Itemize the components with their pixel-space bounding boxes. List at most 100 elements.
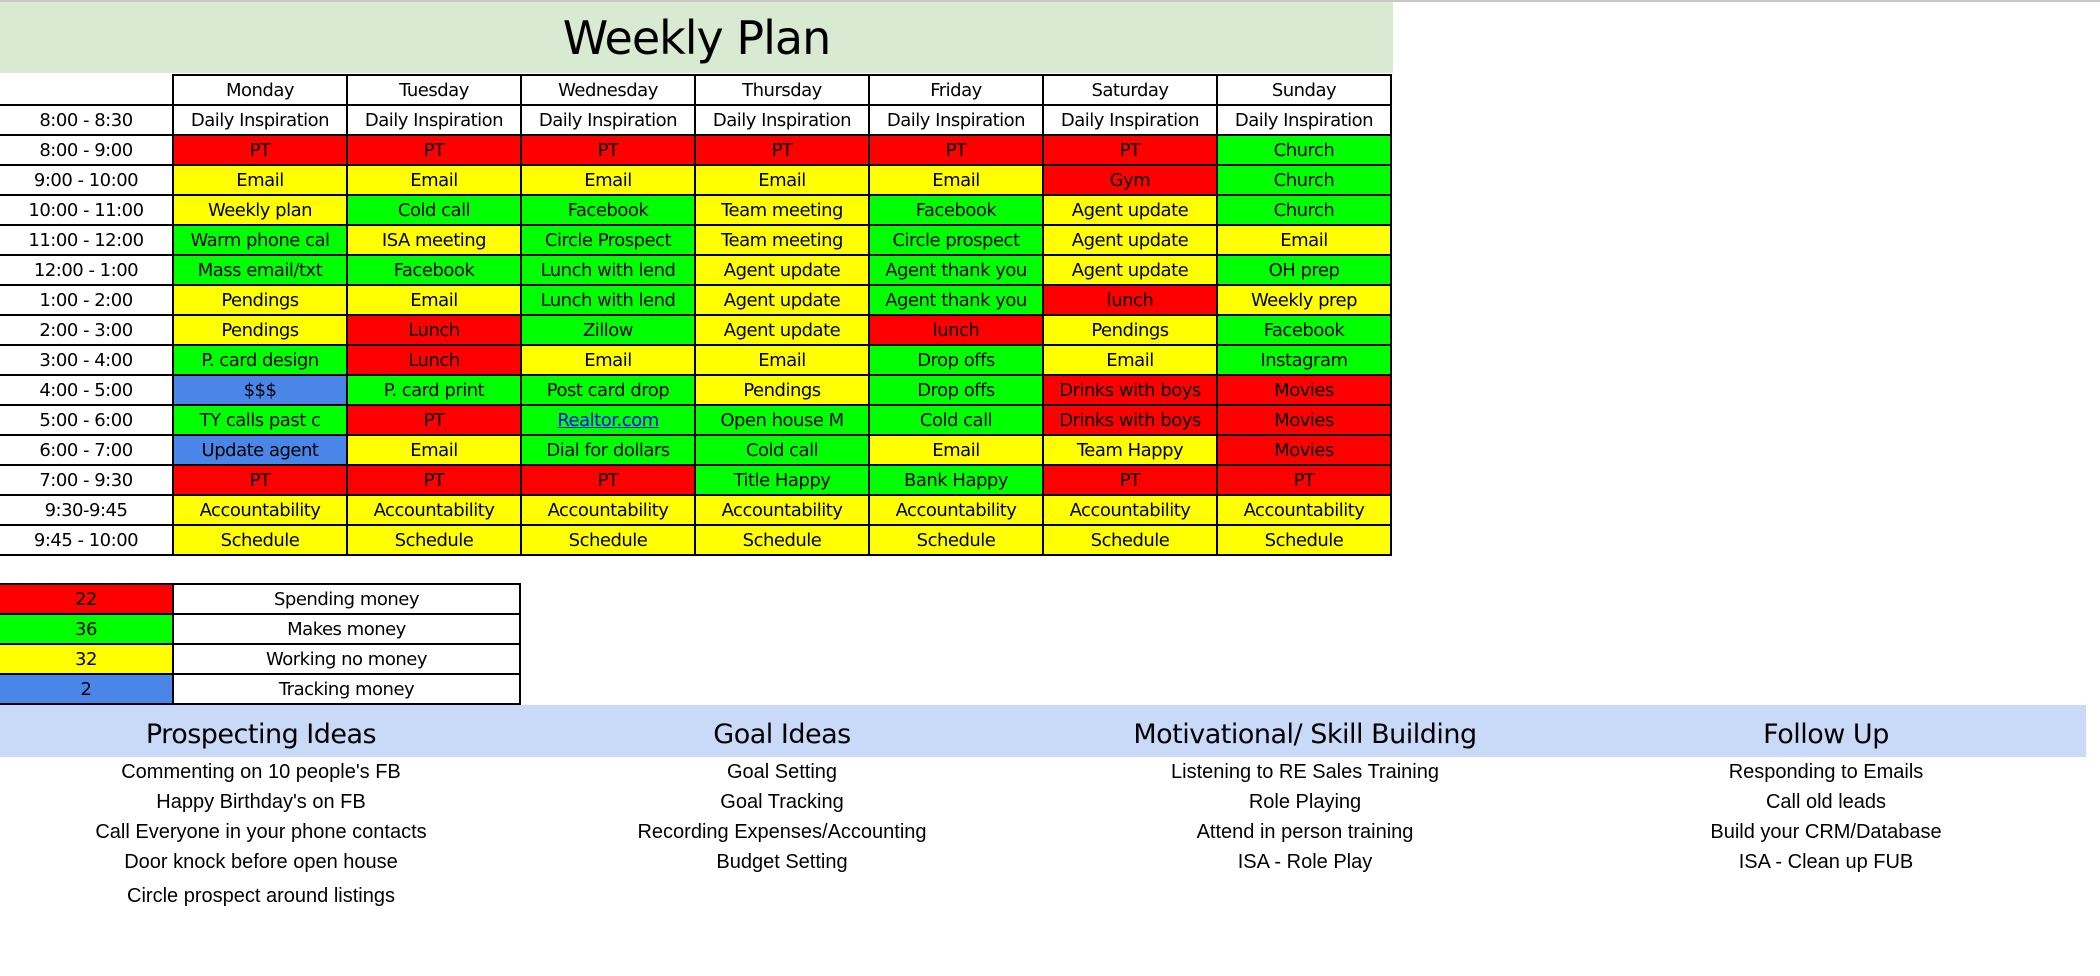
schedule-cell[interactable]: Lunch [346, 344, 522, 376]
schedule-cell[interactable]: Email [1042, 344, 1218, 376]
schedule-cell[interactable]: Drop offs [868, 374, 1044, 406]
schedule-cell[interactable]: Drinks with boys [1042, 404, 1218, 436]
schedule-cell[interactable]: Team meeting [694, 194, 870, 226]
schedule-cell[interactable]: Accountability [1042, 494, 1218, 526]
schedule-cell[interactable]: lunch [868, 314, 1044, 346]
schedule-cell[interactable]: Schedule [520, 524, 696, 556]
time-slot-cell[interactable]: 11:00 - 12:00 [0, 224, 174, 256]
idea-item[interactable]: Goal Tracking [720, 791, 844, 813]
schedule-cell[interactable]: Drop offs [868, 344, 1044, 376]
schedule-cell[interactable]: Email [520, 164, 696, 196]
schedule-cell[interactable]: Zillow [520, 314, 696, 346]
time-slot-cell[interactable]: 3:00 - 4:00 [0, 344, 174, 376]
idea-item[interactable]: Happy Birthday's on FB [156, 791, 366, 813]
schedule-cell[interactable]: Circle Prospect [520, 224, 696, 256]
schedule-cell[interactable]: Daily Inspiration [1216, 104, 1392, 136]
time-slot-cell[interactable]: 2:00 - 3:00 [0, 314, 174, 346]
schedule-cell[interactable]: Agent update [1042, 224, 1218, 256]
schedule-cell[interactable]: Email [868, 434, 1044, 466]
schedule-cell[interactable]: Schedule [1216, 524, 1392, 556]
corner-cell[interactable] [0, 75, 174, 106]
idea-item[interactable]: Budget Setting [716, 851, 848, 873]
schedule-cell[interactable]: $$$ [172, 374, 348, 406]
schedule-cell[interactable]: Open house M [694, 404, 870, 436]
schedule-cell[interactable]: PT [346, 464, 522, 496]
schedule-cell[interactable]: Email [694, 164, 870, 196]
schedule-cell[interactable]: Cold call [346, 194, 522, 226]
schedule-cell[interactable]: OH prep [1216, 254, 1392, 286]
schedule-cell[interactable]: Drinks with boys [1042, 374, 1218, 406]
schedule-cell[interactable]: PT [520, 134, 696, 166]
legend-count[interactable]: 22 [0, 583, 174, 615]
schedule-cell[interactable]: Email [868, 164, 1044, 196]
schedule-cell[interactable]: Daily Inspiration [868, 104, 1044, 136]
time-slot-cell[interactable]: 9:30-9:45 [0, 494, 174, 526]
time-slot-cell[interactable]: 8:00 - 9:00 [0, 134, 174, 166]
schedule-cell[interactable]: Post card drop [520, 374, 696, 406]
schedule-cell[interactable]: Church [1216, 194, 1392, 226]
schedule-cell[interactable]: Email [520, 344, 696, 376]
schedule-cell[interactable]: Email [1216, 224, 1392, 256]
schedule-cell[interactable]: Email [346, 284, 522, 316]
schedule-cell[interactable]: PT [1216, 464, 1392, 496]
legend-label[interactable]: Spending money [172, 583, 521, 615]
day-header-friday[interactable]: Friday [868, 74, 1044, 106]
schedule-cell[interactable]: Lunch with lend [520, 284, 696, 316]
schedule-cell[interactable]: Facebook [868, 194, 1044, 226]
schedule-cell[interactable]: Schedule [346, 524, 522, 556]
schedule-cell[interactable]: Update agent [172, 434, 348, 466]
schedule-cell[interactable]: Circle prospect [868, 224, 1044, 256]
time-slot-cell[interactable]: 6:00 - 7:00 [0, 434, 174, 466]
idea-item[interactable]: Recording Expenses/Accounting [637, 821, 927, 843]
schedule-cell[interactable]: Agent thank you [868, 284, 1044, 316]
schedule-cell[interactable]: P. card print [346, 374, 522, 406]
schedule-cell[interactable]: Facebook [346, 254, 522, 286]
day-header-saturday[interactable]: Saturday [1042, 74, 1218, 106]
schedule-cell[interactable]: Cold call [694, 434, 870, 466]
schedule-cell[interactable]: Accountability [346, 494, 522, 526]
schedule-cell[interactable]: PT [1042, 464, 1218, 496]
schedule-cell[interactable]: Accountability [172, 494, 348, 526]
schedule-cell[interactable]: PT [520, 464, 696, 496]
idea-item[interactable]: Commenting on 10 people's FB [121, 761, 401, 783]
schedule-cell[interactable]: Agent thank you [868, 254, 1044, 286]
schedule-cell[interactable]: Movies [1216, 374, 1392, 406]
schedule-cell[interactable]: Warm phone cal [172, 224, 348, 256]
idea-item[interactable]: Circle prospect around listings [127, 885, 395, 907]
idea-item[interactable]: Responding to Emails [1728, 761, 1924, 783]
idea-item[interactable]: Listening to RE Sales Training [1171, 761, 1439, 783]
day-header-wednesday[interactable]: Wednesday [520, 74, 696, 106]
schedule-cell[interactable]: Pendings [172, 284, 348, 316]
time-slot-cell[interactable]: 9:00 - 10:00 [0, 164, 174, 196]
schedule-cell[interactable]: TY calls past c [172, 404, 348, 436]
legend-label[interactable]: Tracking money [172, 673, 521, 705]
schedule-cell[interactable]: ISA meeting [346, 224, 522, 256]
legend-label[interactable]: Working no money [172, 643, 521, 675]
schedule-cell[interactable]: Accountability [520, 494, 696, 526]
schedule-cell[interactable]: Pendings [172, 314, 348, 346]
realtor-link[interactable]: Realtor.com [557, 409, 659, 431]
schedule-cell[interactable]: Weekly prep [1216, 284, 1392, 316]
schedule-cell[interactable]: PT [346, 404, 522, 436]
schedule-cell[interactable]: Title Happy [694, 464, 870, 496]
idea-item[interactable]: Call old leads [1765, 791, 1887, 813]
schedule-cell[interactable]: Bank Happy [868, 464, 1044, 496]
schedule-cell[interactable]: Pendings [694, 374, 870, 406]
schedule-cell[interactable]: Church [1216, 164, 1392, 196]
time-slot-cell[interactable]: 12:00 - 1:00 [0, 254, 174, 286]
legend-count[interactable]: 32 [0, 643, 174, 675]
day-header-tuesday[interactable]: Tuesday [346, 74, 522, 106]
schedule-cell[interactable]: Daily Inspiration [1042, 104, 1218, 136]
time-slot-cell[interactable]: 7:00 - 9:30 [0, 464, 174, 496]
schedule-cell[interactable]: Gym [1042, 164, 1218, 196]
time-slot-cell[interactable]: 8:00 - 8:30 [0, 104, 174, 136]
schedule-cell[interactable]: Cold call [868, 404, 1044, 436]
idea-item[interactable]: Goal Setting [726, 761, 838, 783]
schedule-cell[interactable]: lunch [1042, 284, 1218, 316]
schedule-cell[interactable]: Movies [1216, 404, 1392, 436]
time-slot-cell[interactable]: 9:45 - 10:00 [0, 524, 174, 556]
schedule-cell[interactable]: PT [346, 134, 522, 166]
schedule-cell[interactable]: Agent update [694, 314, 870, 346]
schedule-cell[interactable]: Dial for dollars [520, 434, 696, 466]
schedule-cell[interactable]: Accountability [868, 494, 1044, 526]
